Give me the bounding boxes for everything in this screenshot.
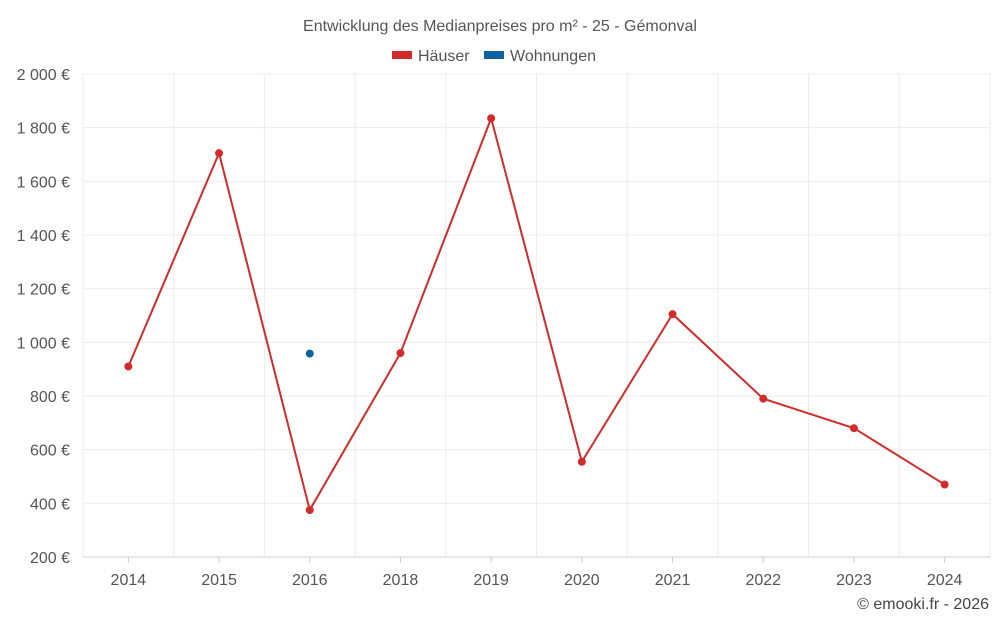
- grid: [82, 73, 991, 557]
- data-point-0[interactable]: [849, 424, 858, 433]
- data-point-0[interactable]: [396, 349, 405, 358]
- data-point-0[interactable]: [668, 310, 677, 319]
- legend-swatch-haeuser: [392, 51, 412, 59]
- data-point-0[interactable]: [215, 149, 224, 158]
- y-tick-label: 1 400 €: [17, 228, 70, 245]
- legend-label-wohnungen[interactable]: Wohnungen: [510, 48, 596, 65]
- x-tick-label: 2023: [836, 572, 872, 589]
- x-tick-label: 2014: [111, 572, 147, 589]
- x-tick-label: 2022: [745, 572, 781, 589]
- legend-swatch-wohnungen: [484, 51, 504, 59]
- x-tick-label: 2016: [292, 572, 328, 589]
- data-point-0[interactable]: [759, 394, 768, 403]
- y-tick-label: 600 €: [30, 443, 70, 460]
- legend: Häuser Wohnungen: [392, 48, 596, 65]
- y-tick-label: 200 €: [30, 550, 70, 567]
- series-line-0: [127, 117, 946, 512]
- y-tick-label: 400 €: [30, 496, 70, 513]
- x-tick-label: 2021: [655, 572, 691, 589]
- data-point-0[interactable]: [577, 457, 586, 466]
- x-tick-label: 2019: [473, 572, 509, 589]
- data-point-1[interactable]: [305, 349, 314, 358]
- y-tick-label: 1 200 €: [17, 282, 70, 299]
- y-tick-label: 1 600 €: [17, 174, 70, 191]
- x-tick-label: 2024: [927, 572, 963, 589]
- x-tick-label: 2020: [564, 572, 600, 589]
- y-tick-label: 800 €: [30, 389, 70, 406]
- credit-text: © emooki.fr - 2026: [857, 596, 989, 613]
- data-point-0[interactable]: [124, 362, 133, 371]
- y-tick-label: 1 000 €: [17, 335, 70, 352]
- y-tick-label: 2 000 €: [17, 67, 70, 84]
- data-point-0[interactable]: [487, 114, 496, 123]
- series: [124, 114, 949, 515]
- x-tick-label: 2015: [201, 572, 237, 589]
- legend-label-haeuser[interactable]: Häuser: [418, 48, 470, 65]
- y-axis: 200 € 400 € 600 € 800 € 1 000 € 1 200 € 1 400 …: [17, 67, 70, 567]
- y-tick-label: 1 800 €: [17, 121, 70, 138]
- x-axis: 2014 2015 2016 2018 2019 2020 2021 2022 2023 2024: [83, 556, 990, 589]
- data-point-0[interactable]: [305, 506, 314, 515]
- x-tick-label: 2018: [383, 572, 419, 589]
- chart-title: Entwicklung des Medianpreises pro m² - 2…: [303, 18, 697, 35]
- data-point-0[interactable]: [940, 480, 949, 489]
